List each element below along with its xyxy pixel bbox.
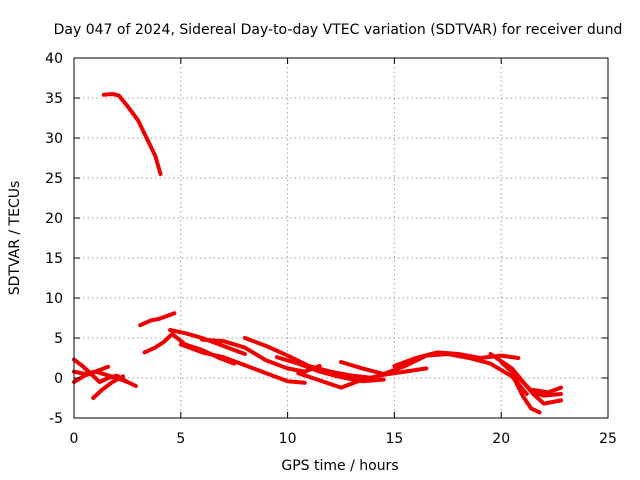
- y-tick-label: 15: [45, 251, 63, 267]
- series-line-track-8: [274, 355, 386, 384]
- data-series: [72, 92, 563, 415]
- y-tick-label: 20: [45, 211, 63, 227]
- y-tick-label: 35: [45, 91, 63, 107]
- y-tick-label: -5: [49, 411, 63, 427]
- grid-lines: [74, 58, 608, 418]
- series-line-track-18: [72, 364, 111, 376]
- y-tick-label: 10: [45, 291, 63, 307]
- y-tick-label: 25: [45, 171, 63, 187]
- x-tick-label: 5: [176, 431, 185, 447]
- y-axis-label: SDTVAR / TECUs: [7, 181, 23, 296]
- series-line-track-5: [178, 342, 307, 385]
- series-line-track-10: [339, 352, 529, 396]
- x-tick-label: 10: [279, 431, 297, 447]
- x-tick-labels: 0 5 10 15 20 25: [70, 431, 617, 447]
- series-line-track-2: [138, 311, 177, 328]
- chart-title: Day 047 of 2024, Sidereal Day-to-day VTE…: [54, 22, 623, 38]
- series-line-track-19: [91, 374, 126, 400]
- series-line-track-1: [101, 92, 163, 176]
- x-tick-label: 0: [70, 431, 79, 447]
- x-tick-label: 20: [492, 431, 510, 447]
- series-line-track-13: [499, 360, 563, 398]
- series-line-track-6: [200, 337, 322, 374]
- plot-frame: [73, 57, 609, 419]
- axis-ticks: [73, 57, 609, 419]
- x-tick-label: 15: [385, 431, 403, 447]
- y-tick-label: 5: [54, 331, 63, 347]
- x-axis-label: GPS time / hours: [281, 458, 398, 474]
- y-tick-labels: -5 0 5 10 15 20 25 30 35 40: [45, 51, 63, 427]
- y-tick-label: 40: [45, 51, 63, 67]
- series-line-track-14: [509, 372, 542, 415]
- series-line-track-9: [296, 366, 429, 390]
- series-line-track-11: [392, 350, 521, 368]
- series-line-track-15: [531, 385, 563, 395]
- x-tick-label: 25: [599, 431, 617, 447]
- y-tick-label: 0: [54, 371, 63, 387]
- y-tick-label: 30: [45, 131, 63, 147]
